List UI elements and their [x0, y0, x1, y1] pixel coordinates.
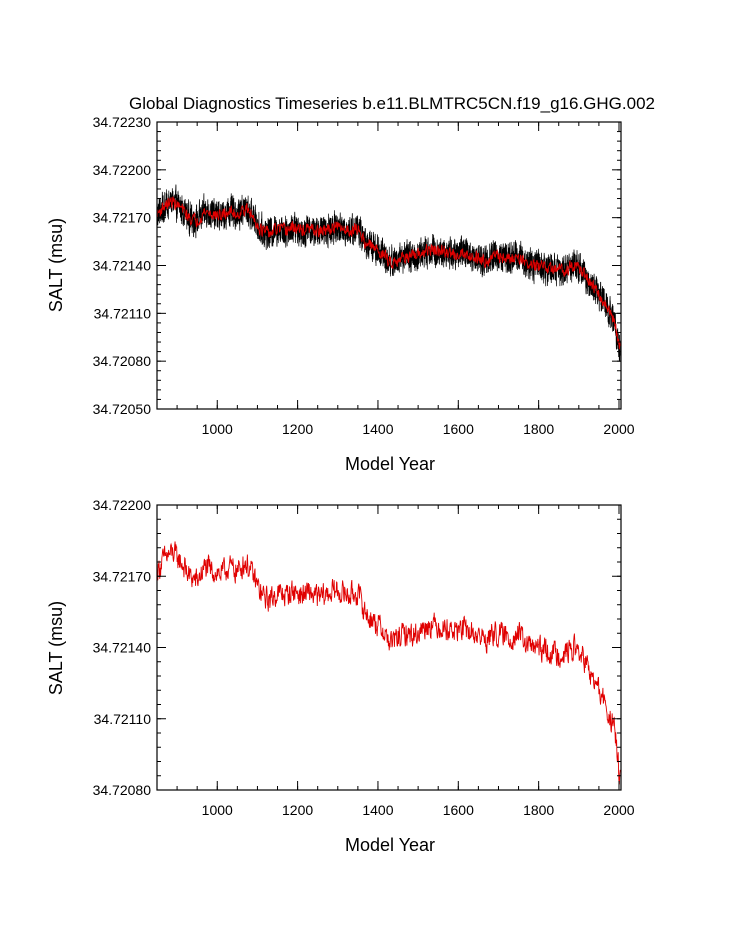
bottom-y-axis-title: SALT (msu) — [46, 601, 66, 695]
bottom-x-axis: 1000 1200 1400 1600 1800 2000 — [176, 505, 635, 818]
top-timeseries-panel: 34.72050 34.72080 34.72110 34.72140 34.72170… — [46, 114, 635, 474]
bottom-x-tick-label: 1400 — [362, 802, 393, 818]
bottom-y-tick-label: 34.72080 — [93, 782, 152, 798]
top-x-tick-label: 1000 — [202, 421, 233, 437]
top-x-tick-label: 1200 — [282, 421, 313, 437]
top-x-tick-label: 1400 — [362, 421, 393, 437]
bottom-series-annual-mean — [157, 541, 621, 785]
bottom-timeseries-panel: 34.72080 34.72110 34.72140 34.72170 34.72200… — [46, 497, 635, 855]
bottom-x-tick-label: 2000 — [603, 802, 634, 818]
top-y-tick-label: 34.72140 — [93, 258, 152, 274]
top-y-tick-label: 34.72170 — [93, 210, 152, 226]
top-y-tick-label: 34.72050 — [93, 401, 152, 417]
bottom-y-axis: 34.72080 34.72110 34.72140 34.72170 34.72200 — [93, 497, 621, 798]
bottom-x-tick-label: 1200 — [282, 802, 313, 818]
top-x-tick-label: 1800 — [523, 421, 554, 437]
top-x-tick-label: 1600 — [443, 421, 474, 437]
top-y-tick-label: 34.72200 — [93, 162, 152, 178]
top-y-tick-label: 34.72110 — [94, 305, 152, 321]
bottom-x-tick-label: 1000 — [202, 802, 233, 818]
bottom-x-tick-label: 1600 — [443, 802, 474, 818]
bottom-y-tick-label: 34.72110 — [94, 711, 152, 727]
top-series-monthly — [157, 184, 621, 362]
top-x-axis-title: Model Year — [345, 454, 435, 474]
bottom-x-tick-label: 1800 — [523, 802, 554, 818]
bottom-y-tick-label: 34.72200 — [93, 497, 152, 513]
top-series-annual-mean — [157, 196, 621, 350]
top-y-axis: 34.72050 34.72080 34.72110 34.72140 34.72170… — [93, 114, 621, 417]
top-y-tick-label: 34.72080 — [93, 353, 152, 369]
top-y-axis-title: SALT (msu) — [46, 218, 66, 312]
top-x-tick-label: 2000 — [603, 421, 634, 437]
top-y-tick-label: 34.72230 — [93, 114, 152, 130]
top-x-axis: 1000 1200 1400 1600 1800 2000 — [176, 122, 635, 437]
page-title: Global Diagnostics Timeseries b.e11.BLMT… — [129, 94, 655, 113]
bottom-x-axis-title: Model Year — [345, 835, 435, 855]
bottom-y-tick-label: 34.72140 — [93, 640, 152, 656]
bottom-y-tick-label: 34.72170 — [93, 568, 152, 584]
